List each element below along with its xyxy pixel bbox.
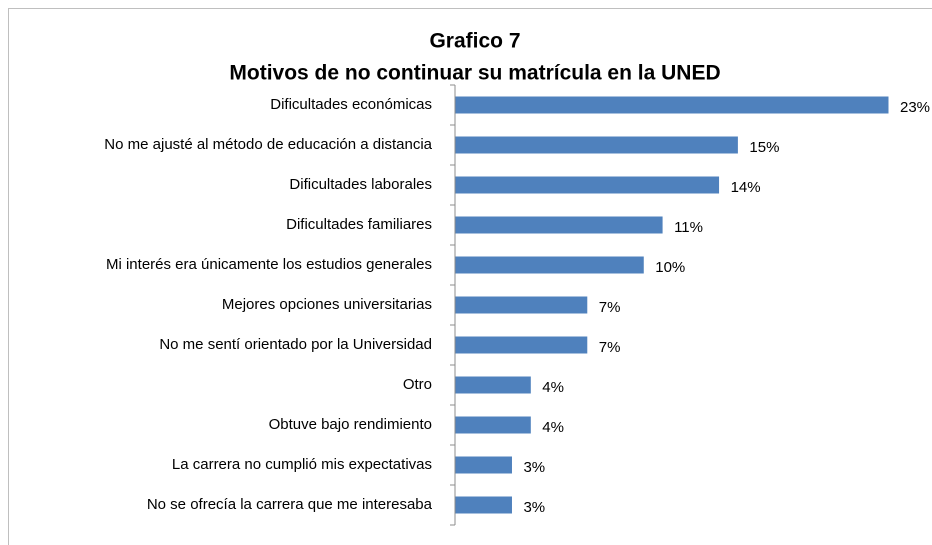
category-label: Otro: [403, 376, 432, 393]
category-label: No se ofrecía la carrera que me interesa…: [147, 496, 433, 513]
chart-border: [8, 8, 932, 545]
value-label: 11%: [674, 219, 703, 236]
value-label: 4%: [542, 419, 564, 436]
value-label: 10%: [655, 259, 685, 276]
bar: [455, 136, 738, 154]
category-label: Mejores opciones universitarias: [222, 296, 432, 313]
category-label: Dificultades familiares: [286, 216, 432, 233]
bar: [455, 176, 720, 194]
bar: [455, 216, 663, 234]
bar: [455, 496, 512, 514]
value-label: 3%: [523, 499, 545, 516]
category-label: Mi interés era únicamente los estudios g…: [106, 256, 432, 273]
bar: [455, 456, 512, 474]
bar: [455, 256, 644, 274]
category-label: No me ajusté al método de educación a di…: [104, 136, 432, 153]
value-label: 23%: [900, 99, 930, 116]
value-label: 3%: [523, 459, 545, 476]
category-label: Dificultades laborales: [289, 176, 432, 193]
value-label: 7%: [599, 339, 621, 356]
bar: [455, 416, 531, 434]
value-label: 14%: [731, 179, 761, 196]
bar: [455, 96, 889, 114]
chart-subtitle: Motivos de no continuar su matrícula en …: [229, 62, 720, 85]
chart-title: Grafico 7: [429, 30, 520, 53]
category-label: La carrera no cumplió mis expectativas: [172, 456, 432, 473]
category-label: No me sentí orientado por la Universidad: [159, 336, 432, 353]
bar: [455, 376, 531, 394]
bar: [455, 296, 588, 314]
value-label: 7%: [599, 299, 621, 316]
category-label: Dificultades económicas: [270, 96, 432, 113]
bar: [455, 336, 588, 354]
category-label: Obtuve bajo rendimiento: [269, 416, 432, 433]
value-label: 4%: [542, 379, 564, 396]
value-label: 15%: [749, 139, 779, 156]
